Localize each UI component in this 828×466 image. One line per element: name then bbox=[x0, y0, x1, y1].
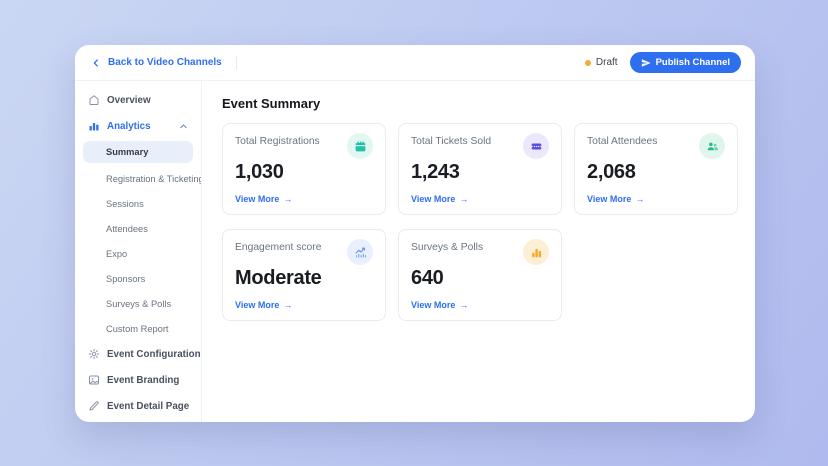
sidebar-item-label: Analytics bbox=[107, 120, 151, 132]
publish-channel-button[interactable]: Publish Channel bbox=[629, 52, 741, 73]
chevron-left-icon bbox=[91, 58, 101, 68]
card-total-attendees: Total Attendees 2,068 View More → bbox=[574, 123, 738, 215]
send-icon bbox=[641, 58, 651, 68]
bar-chart-icon bbox=[523, 239, 549, 265]
sidebar-item-custom-report[interactable]: Custom Report bbox=[83, 316, 193, 341]
back-to-video-channels-link[interactable]: Back to Video Channels bbox=[91, 57, 222, 68]
sidebar-item-registration-ticketing[interactable]: Registration & Ticketing bbox=[83, 166, 201, 191]
card-value: 2,068 bbox=[587, 161, 636, 183]
arrow-right-icon: → bbox=[283, 194, 293, 204]
view-more-link[interactable]: View More → bbox=[411, 194, 469, 204]
draft-status-dot bbox=[584, 59, 591, 66]
sidebar-item-surveys-polls[interactable]: Surveys & Polls bbox=[83, 291, 193, 316]
sidebar-item-analytics[interactable]: Analytics bbox=[83, 113, 193, 139]
sidebar-item-event-branding[interactable]: Event Branding bbox=[83, 367, 193, 393]
card-engagement-score: Engagement score Moderate View More → bbox=[222, 229, 386, 321]
card-value: Moderate bbox=[235, 267, 322, 289]
card-label: Engagement score bbox=[235, 242, 322, 253]
home-icon bbox=[88, 94, 100, 106]
sidebar-item-expo[interactable]: Expo bbox=[83, 241, 193, 266]
chevron-up-icon bbox=[179, 122, 188, 131]
sidebar-item-label: Expo bbox=[106, 248, 128, 259]
sidebar-item-label: Sessions bbox=[106, 198, 144, 209]
topbar-divider bbox=[235, 55, 237, 70]
draft-status-label: Draft bbox=[595, 57, 618, 68]
sidebar-item-sessions[interactable]: Sessions bbox=[83, 191, 193, 216]
sidebar-item-label: Sponsors bbox=[106, 273, 146, 284]
card-value: 1,243 bbox=[411, 161, 460, 183]
arrow-right-icon: → bbox=[459, 194, 469, 204]
sidebar-item-label: Event Detail Page bbox=[107, 400, 190, 412]
card-label: Total Registrations bbox=[235, 136, 320, 147]
page-title: Event Summary bbox=[222, 96, 321, 111]
sidebar-item-sponsors[interactable]: Sponsors bbox=[83, 266, 193, 291]
view-more-link[interactable]: View More → bbox=[235, 194, 293, 204]
sidebar-item-label: Custom Report bbox=[106, 323, 169, 334]
sidebar-item-label: Registration & Ticketing bbox=[106, 173, 202, 184]
draft-status-badge: Draft bbox=[584, 57, 618, 68]
calendar-icon bbox=[347, 133, 373, 159]
image-icon bbox=[88, 374, 100, 386]
summary-cards-grid: Total Registrations 1,030 View More → To… bbox=[222, 123, 738, 321]
pencil-icon bbox=[88, 400, 100, 412]
sidebar-item-overview[interactable]: Overview bbox=[83, 87, 193, 113]
sidebar-item-label: Attendees bbox=[106, 223, 148, 234]
sidebar-item-label: Overview bbox=[107, 94, 151, 106]
card-value: 640 bbox=[411, 267, 444, 289]
card-total-registrations: Total Registrations 1,030 View More → bbox=[222, 123, 386, 215]
trend-chart-icon bbox=[347, 239, 373, 265]
app-window: Back to Video Channels Draft Publish Cha… bbox=[75, 45, 755, 422]
card-surveys-polls: Surveys & Polls 640 View More → bbox=[398, 229, 562, 321]
sidebar-item-event-configuration[interactable]: Event Configuration bbox=[83, 341, 201, 367]
card-label: Total Attendees bbox=[587, 136, 658, 147]
sidebar-item-label: Surveys & Polls bbox=[106, 298, 172, 309]
top-bar: Back to Video Channels Draft Publish Cha… bbox=[75, 45, 755, 81]
card-value: 1,030 bbox=[235, 161, 284, 183]
bar-chart-icon bbox=[88, 120, 100, 132]
view-more-link[interactable]: View More → bbox=[411, 300, 469, 310]
publish-channel-label: Publish Channel bbox=[655, 57, 730, 68]
sidebar: Overview Analytics Summary Registration … bbox=[75, 81, 202, 422]
view-more-link[interactable]: View More → bbox=[235, 300, 293, 310]
gear-icon bbox=[88, 348, 100, 360]
sidebar-item-label: Event Branding bbox=[107, 374, 180, 386]
arrow-right-icon: → bbox=[635, 194, 645, 204]
card-total-tickets-sold: Total Tickets Sold 1,243 View More → bbox=[398, 123, 562, 215]
sidebar-item-event-detail-page[interactable]: Event Detail Page bbox=[83, 393, 193, 419]
sidebar-item-summary[interactable]: Summary bbox=[83, 141, 193, 163]
people-icon bbox=[699, 133, 725, 159]
back-link-label: Back to Video Channels bbox=[108, 57, 222, 68]
main-content: Event Summary Total Registrations 1,030 … bbox=[202, 81, 755, 422]
card-label: Surveys & Polls bbox=[411, 242, 484, 253]
sidebar-item-label: Summary bbox=[106, 147, 149, 157]
sidebar-item-attendees[interactable]: Attendees bbox=[83, 216, 193, 241]
ticket-icon bbox=[523, 133, 549, 159]
view-more-link[interactable]: View More → bbox=[587, 194, 645, 204]
arrow-right-icon: → bbox=[283, 300, 293, 310]
arrow-right-icon: → bbox=[459, 300, 469, 310]
sidebar-item-label: Event Configuration bbox=[107, 348, 201, 360]
card-label: Total Tickets Sold bbox=[411, 136, 492, 147]
